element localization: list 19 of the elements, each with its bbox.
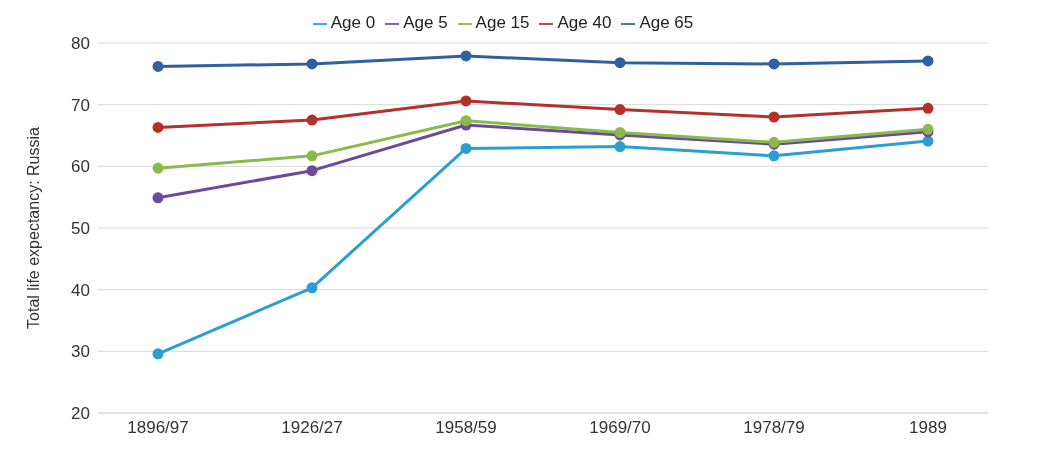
- y-tick-label: 20: [71, 404, 90, 424]
- legend-label: Age 40: [557, 13, 612, 32]
- x-tick-label: 1896/97: [127, 418, 189, 438]
- x-tick-label: 1989: [909, 418, 947, 438]
- legend-label: Age 65: [639, 13, 694, 32]
- x-tick-label: 1978/79: [743, 418, 805, 438]
- y-tick-label: 30: [71, 342, 90, 362]
- legend-label: Age 0: [330, 13, 376, 32]
- y-tick-label: 50: [71, 219, 90, 239]
- legend-label: Age 5: [403, 13, 448, 32]
- x-tick-label: 1926/27: [281, 418, 343, 438]
- x-tick-label: 1969/70: [589, 418, 651, 438]
- x-tick-label: 1958/59: [435, 418, 497, 438]
- legend-label: Age 15: [475, 13, 530, 32]
- y-tick-label: 70: [71, 95, 90, 115]
- y-axis-title: Total life expectancy: Russia: [24, 126, 42, 329]
- y-tick-label: 80: [71, 34, 90, 54]
- y-tick-label: 60: [71, 157, 90, 177]
- y-tick-label: 40: [71, 280, 90, 300]
